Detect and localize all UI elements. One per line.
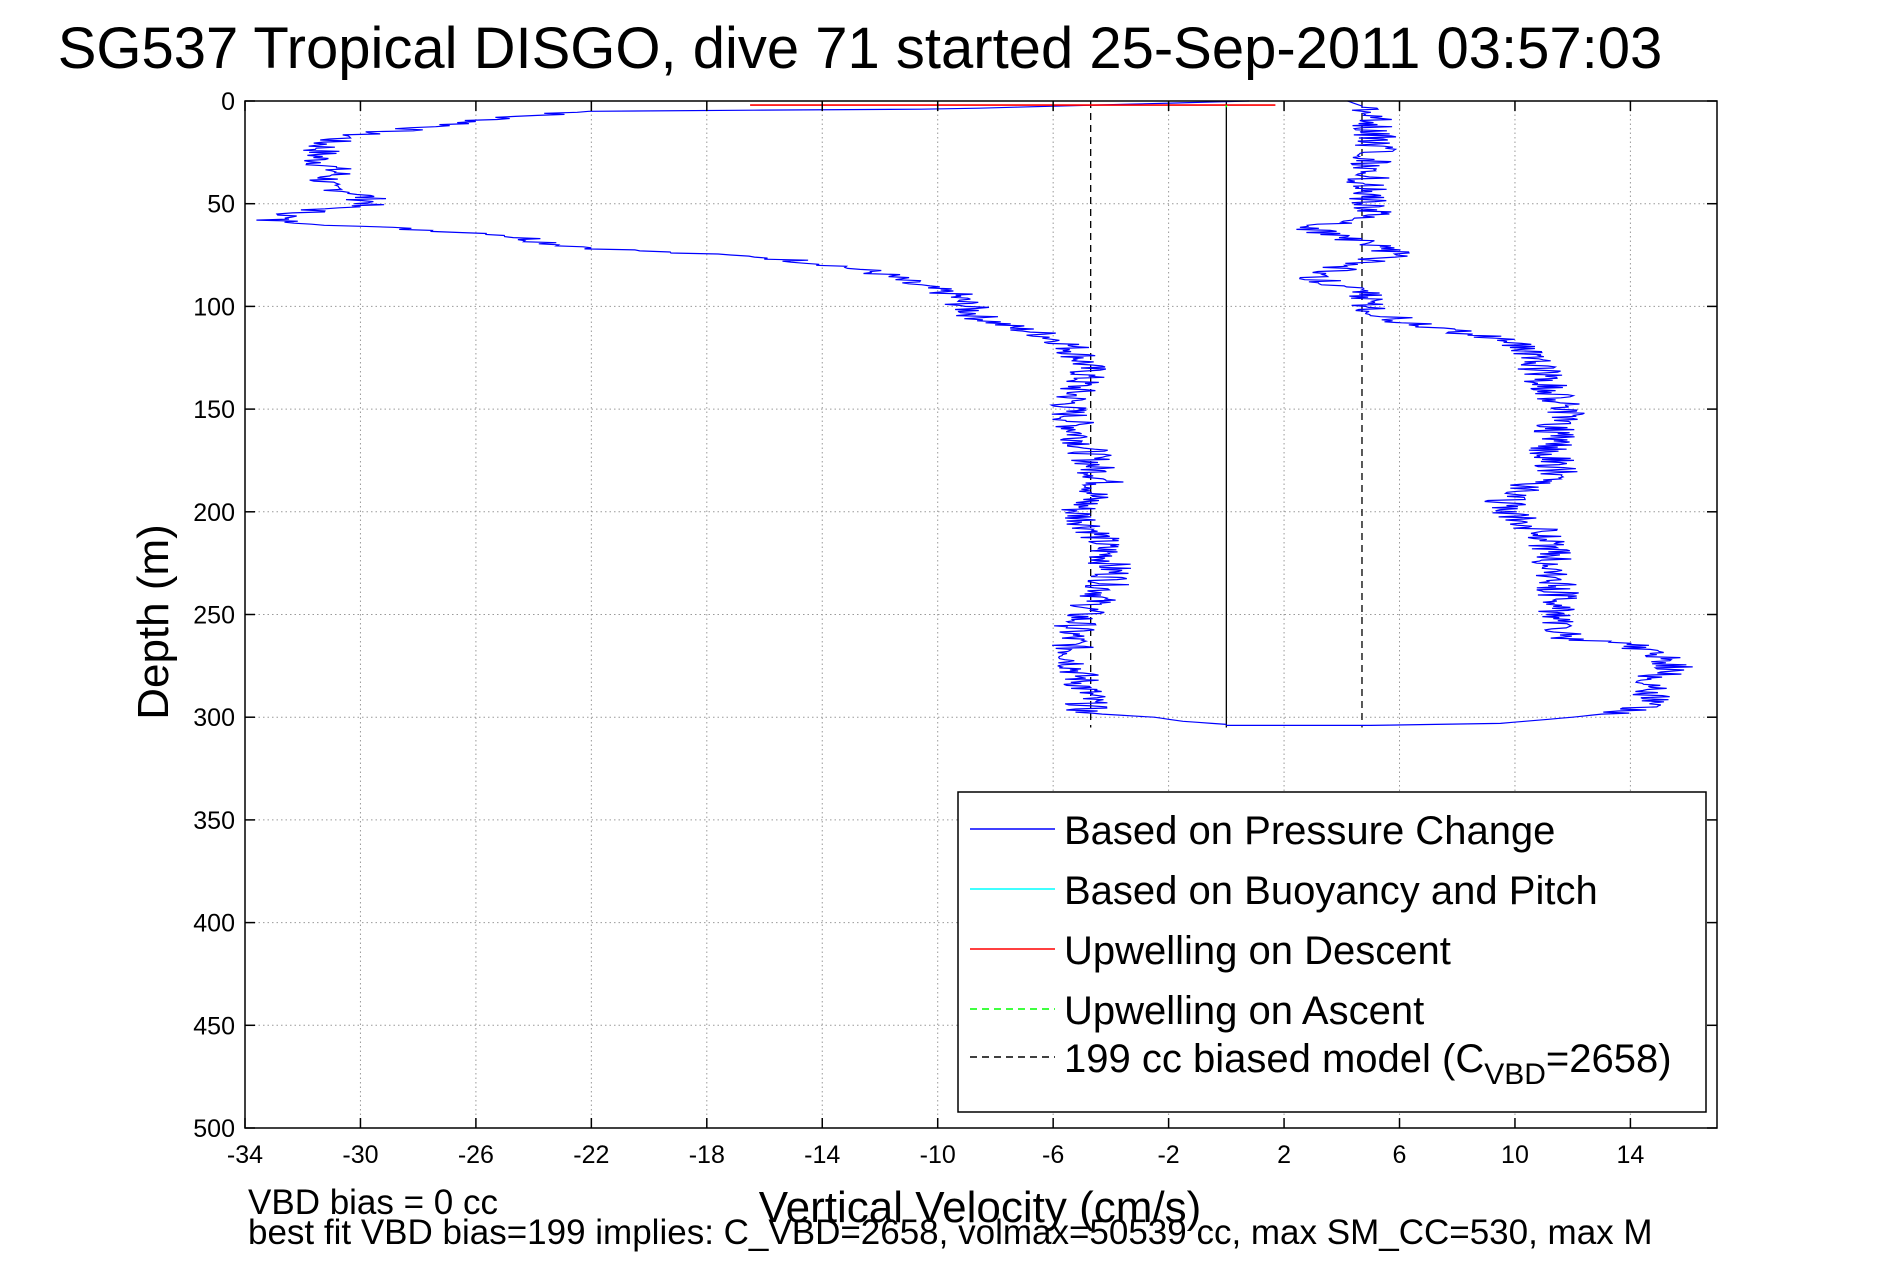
y-axis-label: Depth (m)	[129, 524, 178, 720]
x-tick-label: -10	[920, 1141, 956, 1169]
y-tick-label: 150	[193, 396, 235, 424]
y-tick-label: 100	[193, 293, 235, 321]
x-tick-label: -30	[342, 1141, 378, 1169]
x-tick-label: 6	[1393, 1141, 1407, 1169]
x-tick-label: -2	[1157, 1141, 1179, 1169]
chart-title: SG537 Tropical DISGO, dive 71 started 25…	[58, 16, 1663, 81]
legend-label: 199 cc biased model (CVBD=2658)	[1064, 1037, 1672, 1091]
x-tick-label: -6	[1042, 1141, 1064, 1169]
legend: Based on Pressure Change Based on Buoyanc…	[957, 791, 1707, 1113]
series-pressure-change-ascent	[1226, 100, 1693, 726]
legend-items: Based on Pressure Change Based on Buoyanc…	[970, 809, 1672, 1091]
y-tick-label: 250	[193, 602, 235, 630]
footer-line-1: VBD bias = 0 cc	[248, 1183, 498, 1222]
legend-label: Based on Pressure Change	[1064, 809, 1555, 853]
legend-label-subscript: VBD	[1484, 1058, 1546, 1091]
x-tick-label: -34	[227, 1141, 263, 1169]
y-axis-ticks: 0 50 100 150 200 250 300 350 400 450 500	[193, 88, 1717, 1143]
y-tick-label: 300	[193, 704, 235, 732]
x-axis-ticks: -34 -30 -26 -22 -18 -14 -10 -6 -2 2 6 10 14	[227, 101, 1644, 1169]
legend-label-tail: =2658)	[1546, 1037, 1672, 1081]
y-tick-label: 450	[193, 1012, 235, 1040]
legend-label: Upwelling on Ascent	[1064, 989, 1424, 1033]
legend-box	[957, 791, 1707, 1113]
x-tick-label: -14	[804, 1141, 840, 1169]
y-tick-label: 0	[221, 88, 235, 116]
x-tick-label: 10	[1501, 1141, 1529, 1169]
y-tick-label: 200	[193, 499, 235, 527]
x-tick-label: 2	[1277, 1141, 1291, 1169]
y-tick-label: 50	[207, 191, 235, 219]
x-tick-label: -18	[689, 1141, 725, 1169]
y-tick-label: 350	[193, 807, 235, 835]
y-tick-label: 400	[193, 910, 235, 938]
x-axis-label: Vertical Velocity (cm/s)	[759, 1183, 1202, 1232]
legend-label: Based on Buoyancy and Pitch	[1064, 869, 1598, 913]
series-pressure-change-descent	[256, 100, 1250, 725]
x-tick-label: -26	[458, 1141, 494, 1169]
legend-label: Upwelling on Descent	[1064, 929, 1451, 973]
x-tick-label: -22	[573, 1141, 609, 1169]
footer-line-2: best fit VBD bias=199 implies: C_VBD=265…	[248, 1213, 1653, 1252]
y-tick-label: 500	[193, 1115, 235, 1143]
x-tick-label: 14	[1617, 1141, 1645, 1169]
data-lines	[256, 100, 1693, 726]
legend-label-main: 199 cc biased model (C	[1064, 1037, 1484, 1081]
